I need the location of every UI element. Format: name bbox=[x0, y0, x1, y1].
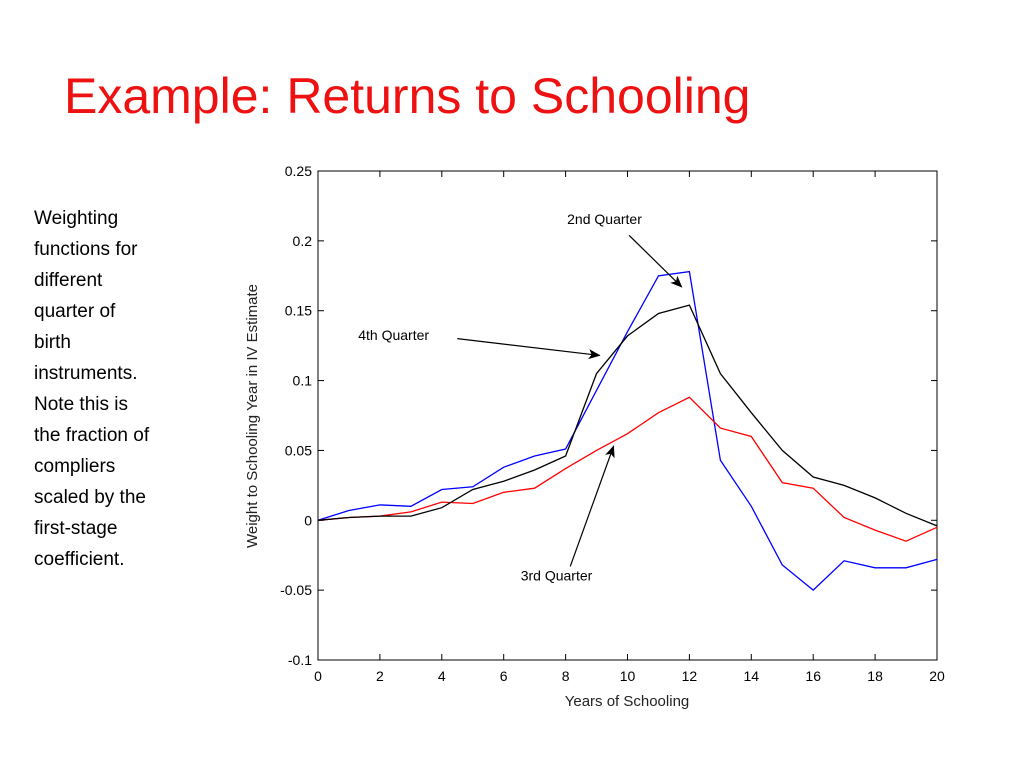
y-tick-label: 0.15 bbox=[285, 303, 312, 319]
x-tick-label: 18 bbox=[867, 668, 883, 684]
series-line-4th-quarter bbox=[317, 304, 938, 527]
x-tick-label: 6 bbox=[500, 668, 508, 684]
plot-frame bbox=[317, 170, 938, 661]
y-tick-label: 0.25 bbox=[285, 163, 312, 179]
x-tick-label: 14 bbox=[744, 668, 760, 684]
x-tick-label: 12 bbox=[682, 668, 698, 684]
series-line-3rd-quarter bbox=[317, 396, 938, 542]
annotation-arrow-3rd-quarter bbox=[569, 445, 615, 567]
side-note-line: functions for bbox=[34, 239, 138, 260]
side-note-line: the fraction of bbox=[34, 425, 150, 446]
side-note-line: Note this is bbox=[34, 394, 128, 415]
annotation-label-2nd-quarter: 2nd Quarter bbox=[567, 211, 642, 227]
side-note-line: birth bbox=[34, 332, 71, 353]
slide-title: Example: Returns to Schooling bbox=[64, 68, 751, 124]
side-note-line: first-stage bbox=[34, 518, 118, 539]
side-note-line: Weighting bbox=[34, 208, 119, 229]
y-tick-label: 0.2 bbox=[293, 233, 313, 249]
x-tick-label: 20 bbox=[929, 668, 945, 684]
annotation-arrow-4th-quarter bbox=[457, 338, 601, 360]
annotation-label-4th-quarter: 4th Quarter bbox=[358, 327, 429, 343]
side-note-line: coefficient. bbox=[34, 549, 125, 570]
annotation-label-3rd-quarter: 3rd Quarter bbox=[521, 567, 593, 583]
side-note-line: instruments. bbox=[34, 363, 138, 384]
side-note: Weighting functions for different quarte… bbox=[34, 203, 194, 575]
x-axis-label: Years of Schooling bbox=[565, 693, 690, 710]
y-axis-label: Weight to Schooling Year in IV Estimate bbox=[244, 284, 261, 548]
x-tick-label: 10 bbox=[620, 668, 636, 684]
x-tick-label: 4 bbox=[438, 668, 446, 684]
y-tick-label: 0.1 bbox=[293, 373, 313, 389]
x-tick-label: 16 bbox=[805, 668, 821, 684]
y-tick-label: 0.05 bbox=[285, 442, 312, 458]
side-note-line: scaled by the bbox=[34, 487, 146, 508]
y-tick-label: -0.1 bbox=[288, 652, 312, 668]
x-tick-label: 0 bbox=[314, 668, 322, 684]
x-tick-label: 8 bbox=[562, 668, 570, 684]
x-tick-label: 2 bbox=[376, 668, 384, 684]
y-tick-label: 0 bbox=[304, 512, 312, 528]
y-tick-label: -0.05 bbox=[280, 582, 312, 598]
series-line-2nd-quarter bbox=[317, 270, 938, 591]
side-note-line: compliers bbox=[34, 456, 116, 477]
annotation-arrow-2nd-quarter bbox=[628, 234, 683, 288]
side-note-line: different bbox=[34, 270, 103, 291]
side-note-line: quarter of bbox=[34, 301, 116, 322]
